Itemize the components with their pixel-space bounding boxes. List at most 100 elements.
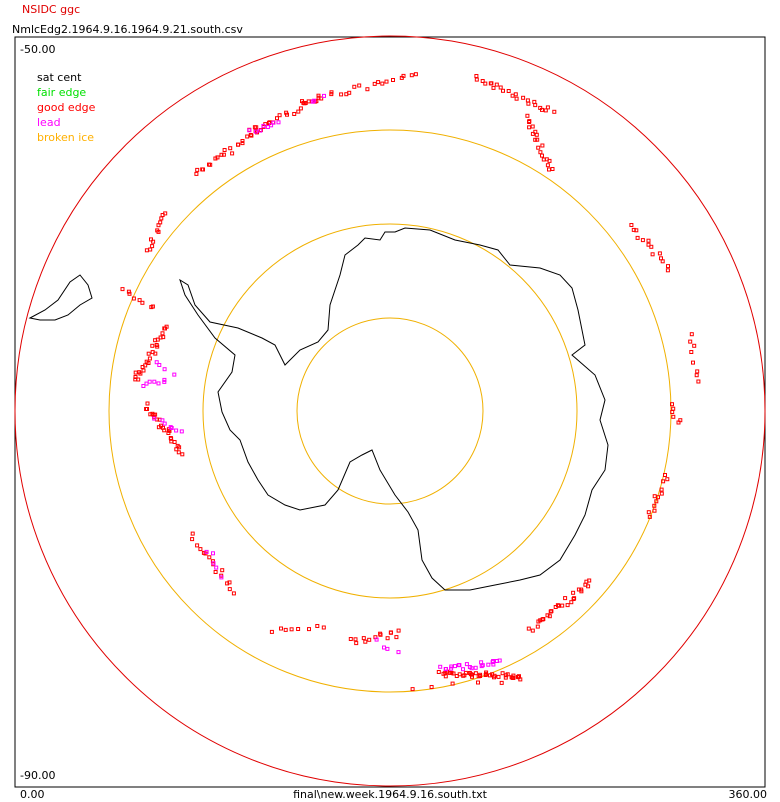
- observation-dot: [300, 99, 304, 104]
- observation-dot: [535, 137, 540, 142]
- observation-dot: [689, 350, 694, 354]
- observation-dot: [479, 664, 484, 669]
- observation-dot: [166, 431, 171, 435]
- observation-dot: [240, 141, 245, 146]
- observation-dot: [548, 609, 553, 614]
- observation-dot: [579, 589, 584, 594]
- observation-dot: [222, 148, 227, 152]
- legend-item: sat cent: [37, 71, 82, 84]
- observation-dot: [650, 252, 655, 257]
- observation-dot: [219, 575, 224, 580]
- observation-dot: [530, 628, 535, 633]
- observation-dot: [545, 105, 550, 110]
- observation-dot: [307, 627, 311, 632]
- legend-item: lead: [37, 116, 61, 129]
- observation-dot: [339, 92, 344, 97]
- observation-dot: [492, 675, 496, 680]
- observation-dot: [503, 673, 508, 678]
- observation-dot: [269, 123, 274, 128]
- observation-dot: [195, 167, 200, 172]
- observation-dot: [530, 131, 535, 136]
- observation-dot: [526, 101, 531, 106]
- legend-item: broken ice: [37, 131, 94, 144]
- coastline: [28, 274, 93, 321]
- observation-dot: [450, 681, 455, 686]
- observation-dot: [480, 79, 485, 83]
- observation-dot: [258, 128, 263, 132]
- observation-dot: [629, 223, 634, 227]
- observation-dot: [565, 603, 570, 608]
- observation-dot: [535, 624, 540, 629]
- observation-dot: [498, 85, 503, 90]
- observation-dot: [506, 89, 511, 93]
- observation-dot: [161, 335, 166, 340]
- observation-dot: [646, 510, 651, 515]
- observation-dot: [240, 139, 245, 143]
- observation-dot: [172, 372, 177, 377]
- lat-top-label: -50.00: [20, 43, 55, 56]
- observation-dot: [670, 402, 674, 407]
- observation-dot: [152, 416, 157, 421]
- observation-dot: [312, 98, 317, 103]
- observation-dot: [449, 666, 454, 671]
- lat-bottom-label: -90.00: [20, 769, 55, 782]
- observation-dot: [540, 107, 544, 112]
- observation-dot: [489, 81, 494, 86]
- observation-dot: [474, 77, 479, 82]
- observation-dot: [659, 491, 664, 496]
- observation-dot: [378, 631, 383, 636]
- observation-dot: [276, 120, 281, 125]
- observation-dot: [572, 596, 577, 601]
- file-title: NmlcEdg2.1964.9.16.1964.9.21.south.csv: [12, 23, 243, 36]
- observation-dot: [534, 132, 539, 137]
- observation-dot: [476, 680, 480, 685]
- observation-dot: [153, 351, 158, 356]
- observation-dot: [569, 600, 574, 605]
- observation-dot: [254, 125, 259, 130]
- observation-dot: [473, 671, 478, 676]
- observation-dot: [571, 590, 576, 595]
- observation-dot: [136, 377, 141, 382]
- observation-dot: [228, 146, 233, 151]
- observation-dot: [652, 503, 657, 508]
- observation-dot: [530, 124, 535, 129]
- legend-item: good edge: [37, 101, 96, 114]
- observation-dot: [160, 331, 165, 336]
- observation-dot: [249, 133, 254, 138]
- observation-dot: [147, 356, 152, 361]
- observation-dot: [545, 613, 550, 618]
- observation-dot: [172, 440, 177, 444]
- observation-dot: [221, 152, 226, 157]
- observation-dot: [527, 125, 532, 130]
- observation-dot: [169, 436, 174, 441]
- observation-dot: [483, 673, 488, 677]
- observation-dot: [162, 377, 167, 382]
- observation-dot: [499, 680, 504, 685]
- observation-dot: [353, 637, 358, 642]
- observation-dot: [486, 662, 491, 667]
- observation-dot: [491, 85, 496, 90]
- observation-dot: [157, 363, 162, 367]
- observation-dot: [647, 514, 652, 519]
- observation-dot: [329, 90, 334, 95]
- observation-dot: [296, 109, 301, 114]
- observation-dot: [413, 72, 418, 77]
- observation-dot: [384, 79, 389, 84]
- footer-file: final\new.week.1964.9.16.south.txt: [293, 788, 488, 801]
- observation-dot: [635, 235, 640, 240]
- observation-dot: [438, 664, 443, 669]
- observation-dot: [154, 360, 159, 365]
- observation-dot: [155, 337, 160, 342]
- observation-dot: [219, 152, 224, 157]
- observation-dot: [204, 549, 209, 554]
- coastline: [179, 227, 609, 591]
- observation-dot: [654, 499, 659, 504]
- observation-dot: [214, 565, 219, 570]
- observation-dot: [195, 543, 200, 548]
- observation-dot: [227, 580, 232, 585]
- observation-dot: [215, 155, 220, 160]
- lon-max-label: 360.00: [729, 788, 768, 801]
- ice-observations: [120, 72, 701, 692]
- observation-dot: [144, 359, 149, 364]
- observation-dot: [470, 674, 474, 679]
